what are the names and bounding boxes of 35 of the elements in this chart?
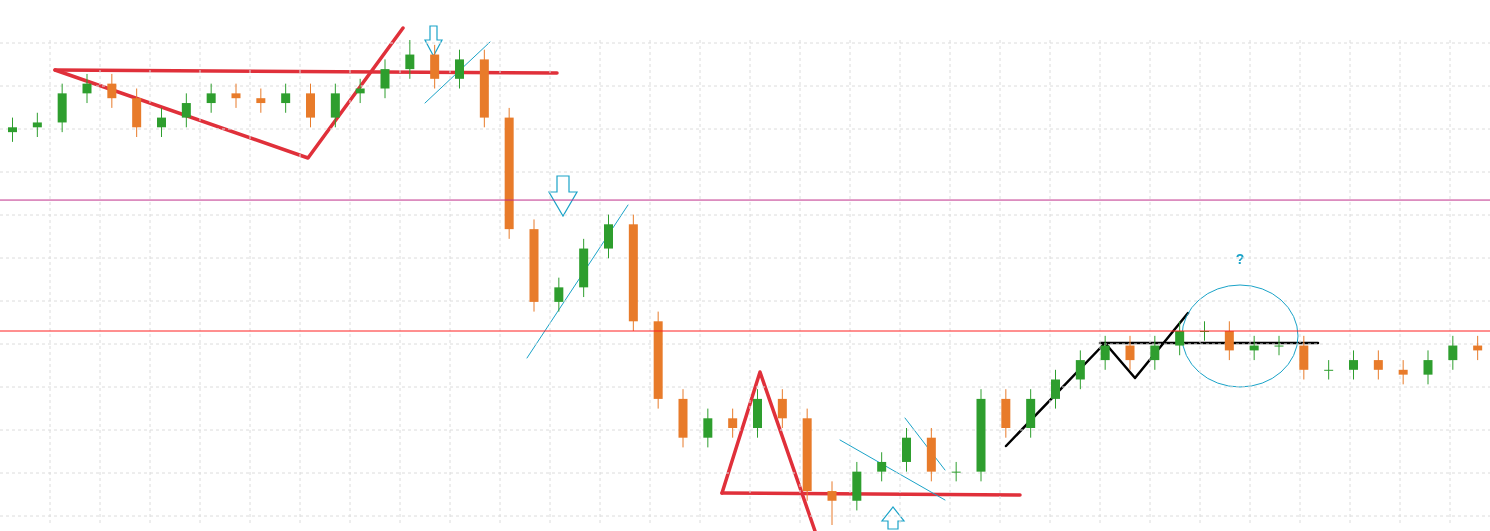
candlestick — [1349, 349, 1358, 380]
candlestick — [1075, 349, 1085, 390]
candlestick — [1373, 349, 1383, 380]
candlestick — [281, 83, 291, 114]
candlestick — [1175, 320, 1185, 356]
candlestick — [455, 49, 464, 89]
candlestick — [1398, 359, 1408, 385]
candlestick — [181, 92, 191, 128]
candlestick — [951, 461, 961, 482]
candlestick — [206, 83, 216, 114]
candlestick — [8, 117, 17, 143]
candlestick — [827, 480, 837, 525]
candlestick — [728, 408, 738, 439]
candlestick — [703, 408, 713, 448]
candlestick — [1448, 335, 1458, 371]
candlestick — [1100, 335, 1110, 371]
candlestick — [1051, 369, 1060, 410]
candlestick — [877, 451, 887, 482]
candlestick — [82, 73, 92, 104]
candlestick — [32, 112, 42, 138]
candlestick — [231, 83, 241, 109]
candlestick — [256, 88, 266, 114]
candlestick — [554, 277, 564, 313]
candlestick — [1150, 335, 1160, 371]
candlestick — [1423, 349, 1433, 385]
candlestick — [380, 58, 390, 99]
annotation: ? — [1235, 251, 1245, 267]
candlestick — [1125, 335, 1135, 371]
candlestick — [107, 73, 117, 109]
candlestick — [1224, 320, 1234, 361]
candlestick — [777, 388, 787, 429]
candlestick — [1324, 359, 1334, 380]
candlestick — [405, 40, 415, 80]
candlestick — [1274, 335, 1284, 356]
candlestick — [157, 107, 166, 138]
